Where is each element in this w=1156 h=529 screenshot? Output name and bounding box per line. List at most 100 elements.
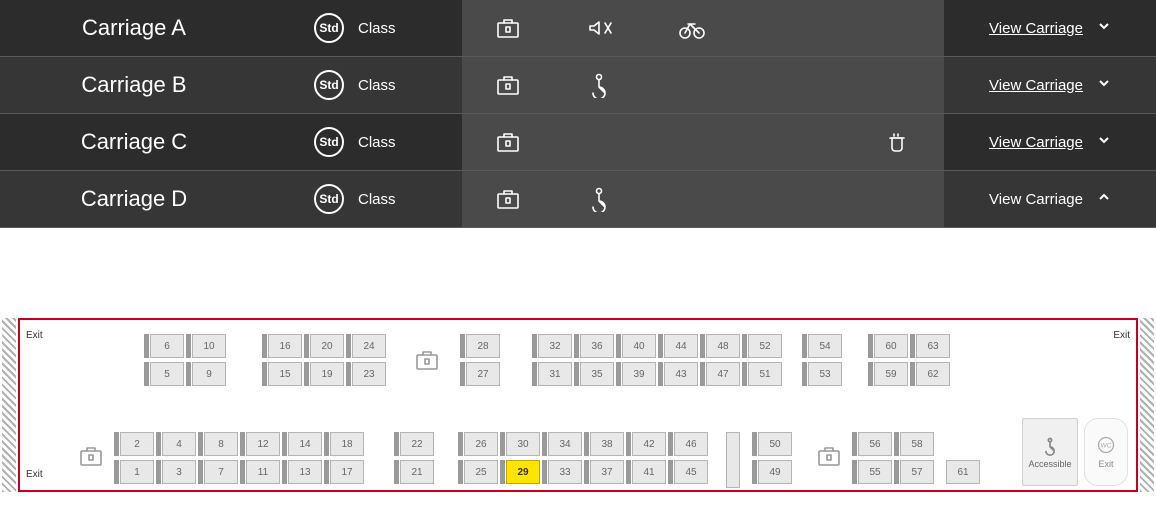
seat-44[interactable]: 44	[664, 334, 698, 358]
seat-26[interactable]: 26	[464, 432, 498, 456]
seat-53[interactable]: 53	[808, 362, 842, 386]
carriage-row-B: Carriage B Std Class View Carriage	[0, 57, 1156, 114]
view-carriage-link[interactable]: View Carriage	[989, 77, 1083, 94]
seat-40[interactable]: 40	[622, 334, 656, 358]
exit-label-tl: Exit	[26, 330, 43, 341]
seat-back	[324, 432, 329, 456]
seat-45[interactable]: 45	[674, 460, 708, 484]
seat-33[interactable]: 33	[548, 460, 582, 484]
seat-56[interactable]: 56	[858, 432, 892, 456]
seat-23[interactable]: 23	[352, 362, 386, 386]
seat-27[interactable]: 27	[466, 362, 500, 386]
amenities	[462, 0, 944, 56]
seat-55[interactable]: 55	[858, 460, 892, 484]
seat-12[interactable]: 12	[246, 432, 280, 456]
seat-11[interactable]: 11	[246, 460, 280, 484]
hatch-left	[2, 318, 16, 492]
seat-37[interactable]: 37	[590, 460, 624, 484]
seat-52[interactable]: 52	[748, 334, 782, 358]
seat-17[interactable]: 17	[330, 460, 364, 484]
seat-9[interactable]: 9	[192, 362, 226, 386]
chevron-down-icon[interactable]	[1097, 133, 1111, 152]
seat-42[interactable]: 42	[632, 432, 666, 456]
seat-36[interactable]: 36	[580, 334, 614, 358]
svg-text:WC: WC	[1100, 443, 1111, 450]
seat-51[interactable]: 51	[748, 362, 782, 386]
view-carriage-link[interactable]: View Carriage	[989, 191, 1083, 208]
seat-5[interactable]: 5	[150, 362, 184, 386]
seat-14[interactable]: 14	[288, 432, 322, 456]
seat-back	[742, 362, 747, 386]
seat-38[interactable]: 38	[590, 432, 624, 456]
seat-47[interactable]: 47	[706, 362, 740, 386]
seat-20[interactable]: 20	[310, 334, 344, 358]
seat-41[interactable]: 41	[632, 460, 666, 484]
chevron-down-icon[interactable]	[1097, 19, 1111, 38]
chevron-up-icon[interactable]	[1097, 190, 1111, 209]
seat-2[interactable]: 2	[120, 432, 154, 456]
seat-46[interactable]: 46	[674, 432, 708, 456]
seat-60[interactable]: 60	[874, 334, 908, 358]
seat-50[interactable]: 50	[758, 432, 792, 456]
seat-54[interactable]: 54	[808, 334, 842, 358]
seat-35[interactable]: 35	[580, 362, 614, 386]
seat-63[interactable]: 63	[916, 334, 950, 358]
seat-18[interactable]: 18	[330, 432, 364, 456]
seat-4[interactable]: 4	[162, 432, 196, 456]
seat-3[interactable]: 3	[162, 460, 196, 484]
seat-7[interactable]: 7	[204, 460, 238, 484]
seat-10[interactable]: 10	[192, 334, 226, 358]
chevron-down-icon[interactable]	[1097, 76, 1111, 95]
seat-29[interactable]: 29	[506, 460, 540, 484]
carriage-class: Std Class	[268, 13, 462, 43]
seat-31[interactable]: 31	[538, 362, 572, 386]
seat-8[interactable]: 8	[204, 432, 238, 456]
seat-61[interactable]: 61	[946, 460, 980, 484]
view-carriage-link[interactable]: View Carriage	[989, 20, 1083, 37]
seat-62[interactable]: 62	[916, 362, 950, 386]
seat-30[interactable]: 30	[506, 432, 540, 456]
seat-13[interactable]: 13	[288, 460, 322, 484]
seat-24[interactable]: 24	[352, 334, 386, 358]
seat-58[interactable]: 58	[900, 432, 934, 456]
seat-16[interactable]: 16	[268, 334, 302, 358]
class-label: Class	[358, 191, 396, 208]
seat-back	[910, 334, 915, 358]
class-label: Class	[358, 134, 396, 151]
carriage-row-A: Carriage A Std Class View Carriage	[0, 0, 1156, 57]
seat-34[interactable]: 34	[548, 432, 582, 456]
luggage-icon	[492, 71, 524, 99]
seat-43[interactable]: 43	[664, 362, 698, 386]
luggage-icon	[492, 185, 524, 213]
seat-back	[394, 460, 399, 484]
seat-48[interactable]: 48	[706, 334, 740, 358]
seat-49[interactable]: 49	[758, 460, 792, 484]
seat-1[interactable]: 1	[120, 460, 154, 484]
class-label: Class	[358, 77, 396, 94]
view-carriage-cell: View Carriage	[944, 19, 1156, 38]
seat-back	[304, 362, 309, 386]
view-carriage-link[interactable]: View Carriage	[989, 134, 1083, 151]
seat-32[interactable]: 32	[538, 334, 572, 358]
seat-39[interactable]: 39	[622, 362, 656, 386]
seat-25[interactable]: 25	[464, 460, 498, 484]
seat-back	[616, 334, 621, 358]
seat-21[interactable]: 21	[400, 460, 434, 484]
seat-19[interactable]: 19	[310, 362, 344, 386]
seat-28[interactable]: 28	[466, 334, 500, 358]
seat-back	[346, 362, 351, 386]
amenities	[462, 171, 944, 227]
seat-back	[626, 460, 631, 484]
carriage-class: Std Class	[268, 184, 462, 214]
seat-back	[500, 460, 505, 484]
seat-back	[262, 334, 267, 358]
seat-back	[144, 334, 149, 358]
seat-22[interactable]: 22	[400, 432, 434, 456]
seat-back	[186, 362, 191, 386]
seat-6[interactable]: 6	[150, 334, 184, 358]
seat-back	[144, 362, 149, 386]
seat-57[interactable]: 57	[900, 460, 934, 484]
seat-back	[668, 432, 673, 456]
seat-15[interactable]: 15	[268, 362, 302, 386]
seat-59[interactable]: 59	[874, 362, 908, 386]
